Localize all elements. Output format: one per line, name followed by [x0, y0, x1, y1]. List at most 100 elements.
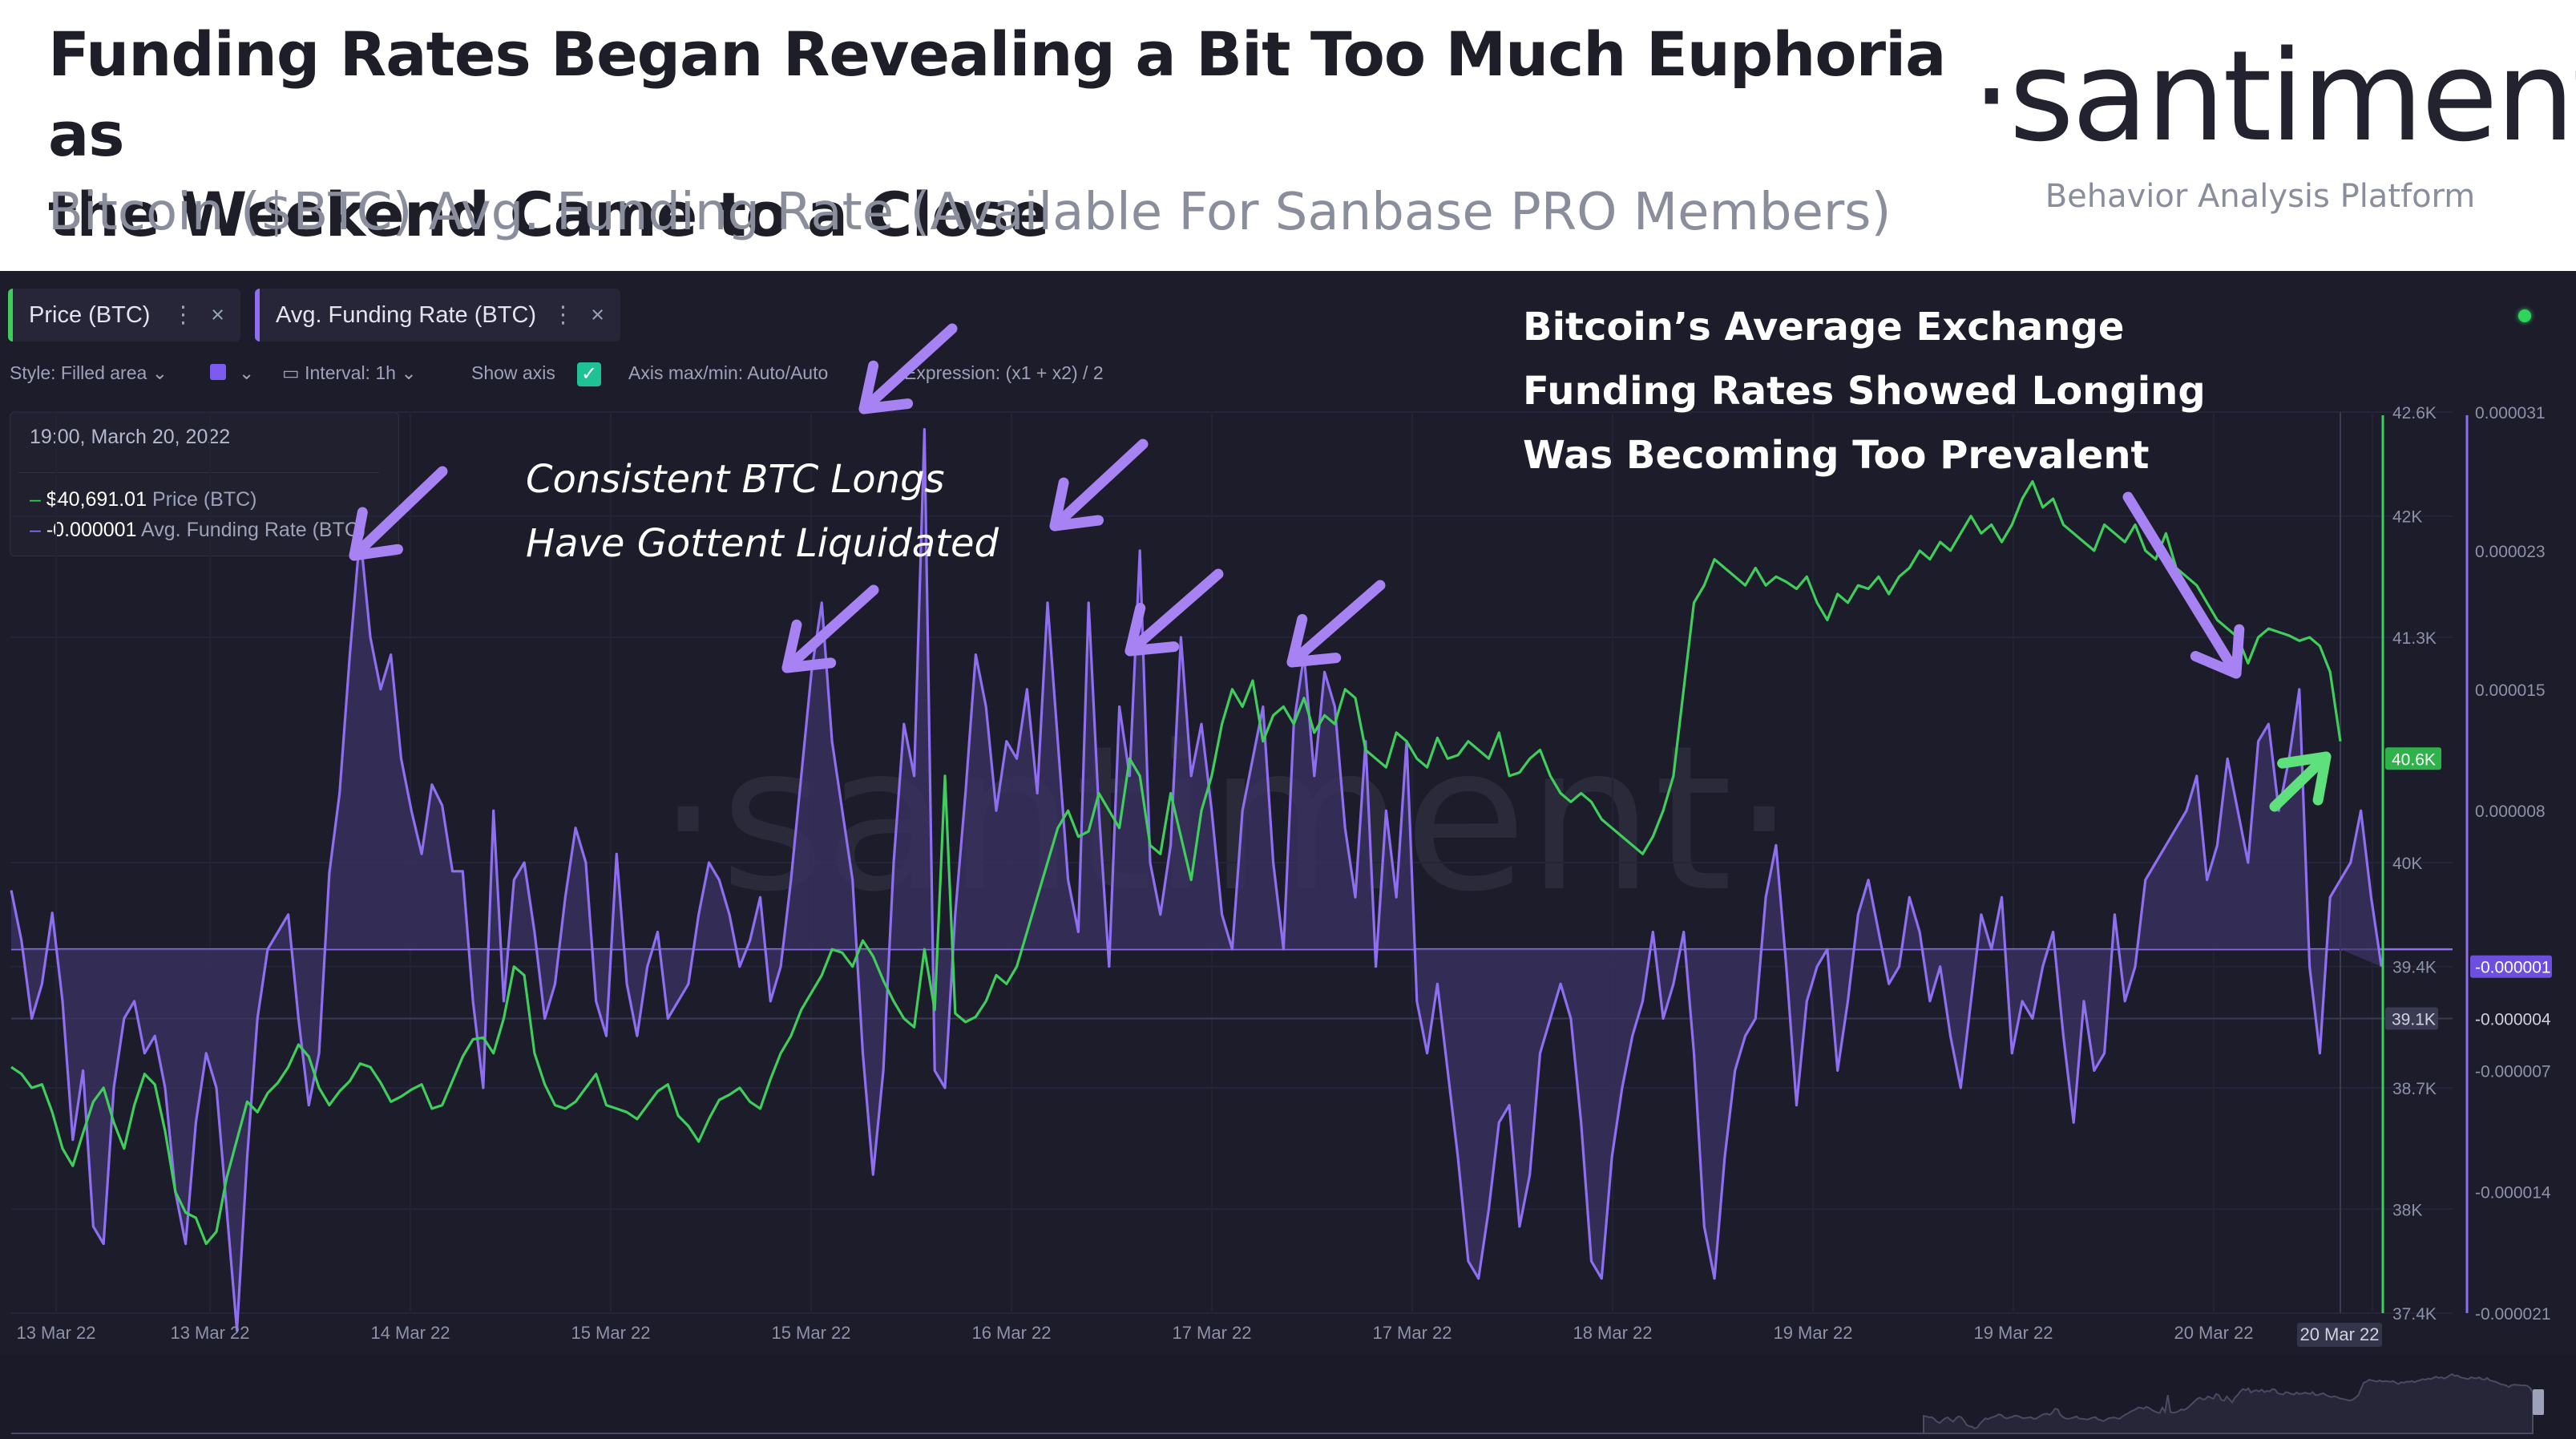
show-axis-label: Show axis — [471, 362, 555, 383]
tooltip-price-value: $40,691.01 — [46, 488, 147, 511]
arrow-head — [1286, 613, 1342, 668]
tooltip-funding-row: – -0.000001 Avg. Funding Rate (BTC) — [30, 519, 365, 542]
interval-label: Interval: 1h — [305, 362, 396, 383]
price-marker-value: 39.1K — [2392, 1011, 2436, 1029]
annotation-right-line-3: Was Becoming Too Prevalent — [1523, 433, 2150, 478]
tab-funding-menu-icon[interactable]: ⋮ — [551, 302, 575, 328]
navigator-preview — [11, 1373, 2534, 1434]
x-axis-tick: 17 Mar 22 — [1372, 1323, 1452, 1343]
expression-control[interactable]: Expression: (x1 + x2) / 2 — [904, 362, 1104, 383]
title-line-1: Funding Rates Began Revealing a Bit Too … — [48, 18, 1946, 170]
x-axis-tick: 17 Mar 22 — [1172, 1323, 1251, 1343]
price-axis-tick: 41.3K — [2392, 629, 2437, 648]
arrow-shaft — [781, 584, 879, 673]
tooltip-price-label: Price (BTC) — [151, 488, 257, 511]
annotation-arrow — [1286, 580, 1386, 668]
brand-tagline: Behavior Analysis Platform — [2045, 178, 2476, 215]
price-axis-tick: 39.4K — [2392, 959, 2437, 977]
funding-axis-tick: -0.000021 — [2475, 1305, 2551, 1324]
funding-current-badge — [2470, 955, 2552, 978]
annotation-left-line-1: Consistent BTC Longs — [526, 457, 945, 502]
annotation-arrow — [1049, 439, 1149, 532]
axis-maxmin-control[interactable]: Axis max/min: Auto/Auto — [628, 362, 829, 383]
annotation-right-line-2: Funding Rates Showed Longing — [1523, 369, 2206, 414]
live-status-icon — [2518, 309, 2531, 322]
funding-current-value: -0.000001 — [2475, 959, 2551, 977]
x-axis-tick: 13 Mar 22 — [170, 1323, 249, 1343]
funding-rate-line — [10, 428, 2383, 1332]
annotation-liquidations: Consistent BTC Longs Have Gottent Liquid… — [526, 447, 999, 576]
x-axis-tick: 13 Mar 22 — [16, 1323, 95, 1343]
interval-dropdown[interactable]: ▭ Interval: 1h ⌄ — [282, 362, 417, 384]
annotation-right-line-1: Bitcoin’s Average Exchange — [1523, 305, 2125, 350]
tab-funding-label: Avg. Funding Rate (BTC) — [276, 302, 537, 328]
style-dropdown[interactable]: Style: Filled area ⌄ — [10, 362, 168, 384]
tooltip-divider — [18, 472, 379, 473]
interval-icon: ▭ — [282, 362, 300, 383]
arrow-shaft — [1286, 580, 1386, 668]
funding-marker-value: -0.000004 — [2475, 1011, 2551, 1029]
chevron-down-icon[interactable]: ⌄ — [239, 362, 255, 383]
price-current-badge — [2385, 747, 2441, 770]
chart-panel: Price (BTC) ⋮ × Avg. Funding Rate (BTC) … — [0, 271, 2576, 1439]
chevron-down-icon: ⌄ — [401, 362, 417, 383]
funding-axis-tick: -0.000007 — [2475, 1062, 2551, 1081]
price-current-value: 40.6K — [2392, 750, 2436, 769]
chart-axes: 42.6K 42K 41.3K 40K 39.4K 38.7K 38K 37.4K 0.0000… — [16, 404, 2552, 1347]
arrow-shaft — [858, 323, 958, 414]
funding-axis-tick: 0.000023 — [2475, 543, 2546, 561]
x-axis-tick: 15 Mar 22 — [771, 1323, 850, 1343]
price-line — [10, 479, 2342, 1246]
annotation-arrow — [1124, 568, 1224, 657]
tab-funding-rate[interactable]: Avg. Funding Rate (BTC) ⋮ × — [255, 289, 620, 342]
arrow-shaft — [2122, 491, 2242, 679]
funding-axis-tick: 0.000031 — [2475, 404, 2546, 422]
page-subtitle: Bitcoin ($BTC) Avg. Funding Rate (Availa… — [48, 183, 1892, 242]
tab-price-close-icon[interactable]: × — [211, 302, 224, 328]
arrow-head — [349, 507, 403, 561]
annotation-arrow — [2269, 751, 2332, 812]
arrow-head — [1049, 477, 1104, 532]
arrow-shaft — [2269, 751, 2332, 812]
header: Funding Rates Began Revealing a Bit Too … — [0, 0, 2576, 271]
color-swatch-button[interactable] — [210, 364, 226, 380]
annotation-euphoria: Bitcoin’s Average Exchange Funding Rates… — [1523, 295, 2206, 487]
arrow-head — [781, 619, 837, 673]
annotation-arrow — [349, 466, 448, 561]
price-axis-tick: 38K — [2392, 1201, 2422, 1219]
x-axis-tick: 16 Mar 22 — [971, 1323, 1051, 1343]
tooltip-funding-value: -0.000001 — [46, 519, 137, 541]
price-axis-tick: 37.4K — [2392, 1305, 2437, 1324]
tab-price-menu-icon[interactable]: ⋮ — [172, 302, 195, 328]
price-axis-tick: 42K — [2392, 508, 2422, 527]
funding-legend-dash: – — [30, 519, 41, 541]
chart-tooltip: 19:00, March 20, 2022 – $40,691.01 Price… — [10, 412, 399, 556]
x-axis-tick: 20 Mar 22 — [2174, 1323, 2253, 1343]
x-current-label: 20 Mar 22 — [2299, 1324, 2379, 1344]
x-current-badge — [2297, 1323, 2382, 1347]
tab-funding-close-icon[interactable]: × — [591, 302, 604, 328]
price-axis-tick: 40K — [2392, 855, 2422, 873]
tooltip-datetime: 19:00, March 20, 2022 — [30, 426, 231, 448]
show-axis-checkbox[interactable]: ✓ — [577, 362, 601, 386]
x-axis-tick: 19 Mar 22 — [1773, 1323, 1852, 1343]
chart-navigator[interactable] — [0, 1355, 2576, 1439]
santiment-logo: ·santiment· — [1972, 23, 2576, 169]
chevron-down-icon: ⌄ — [151, 362, 168, 383]
x-axis-tick: 19 Mar 22 — [1973, 1323, 2053, 1343]
arrow-head — [2277, 751, 2332, 806]
title-line-2: the Weekend Came to a Close — [48, 179, 1049, 250]
funding-axis-tick: 0.000008 — [2475, 802, 2546, 821]
x-axis-tick: 14 Mar 22 — [370, 1323, 450, 1343]
navigator-handle[interactable] — [2533, 1389, 2544, 1415]
price-axis-tick: 38.7K — [2392, 1080, 2437, 1098]
tab-price-btc[interactable]: Price (BTC) ⋮ × — [8, 289, 240, 342]
arrow-shaft — [1124, 568, 1224, 657]
arrow-head — [1124, 602, 1180, 657]
page-title: Funding Rates Began Revealing a Bit Too … — [48, 14, 1956, 255]
arrow-shaft — [349, 466, 448, 561]
annotation-arrow — [858, 323, 958, 414]
tooltip-price-row: – $40,691.01 Price (BTC) — [30, 488, 257, 511]
funding-rate-area — [11, 429, 2382, 1331]
price-axis-tick: 42.6K — [2392, 404, 2437, 422]
